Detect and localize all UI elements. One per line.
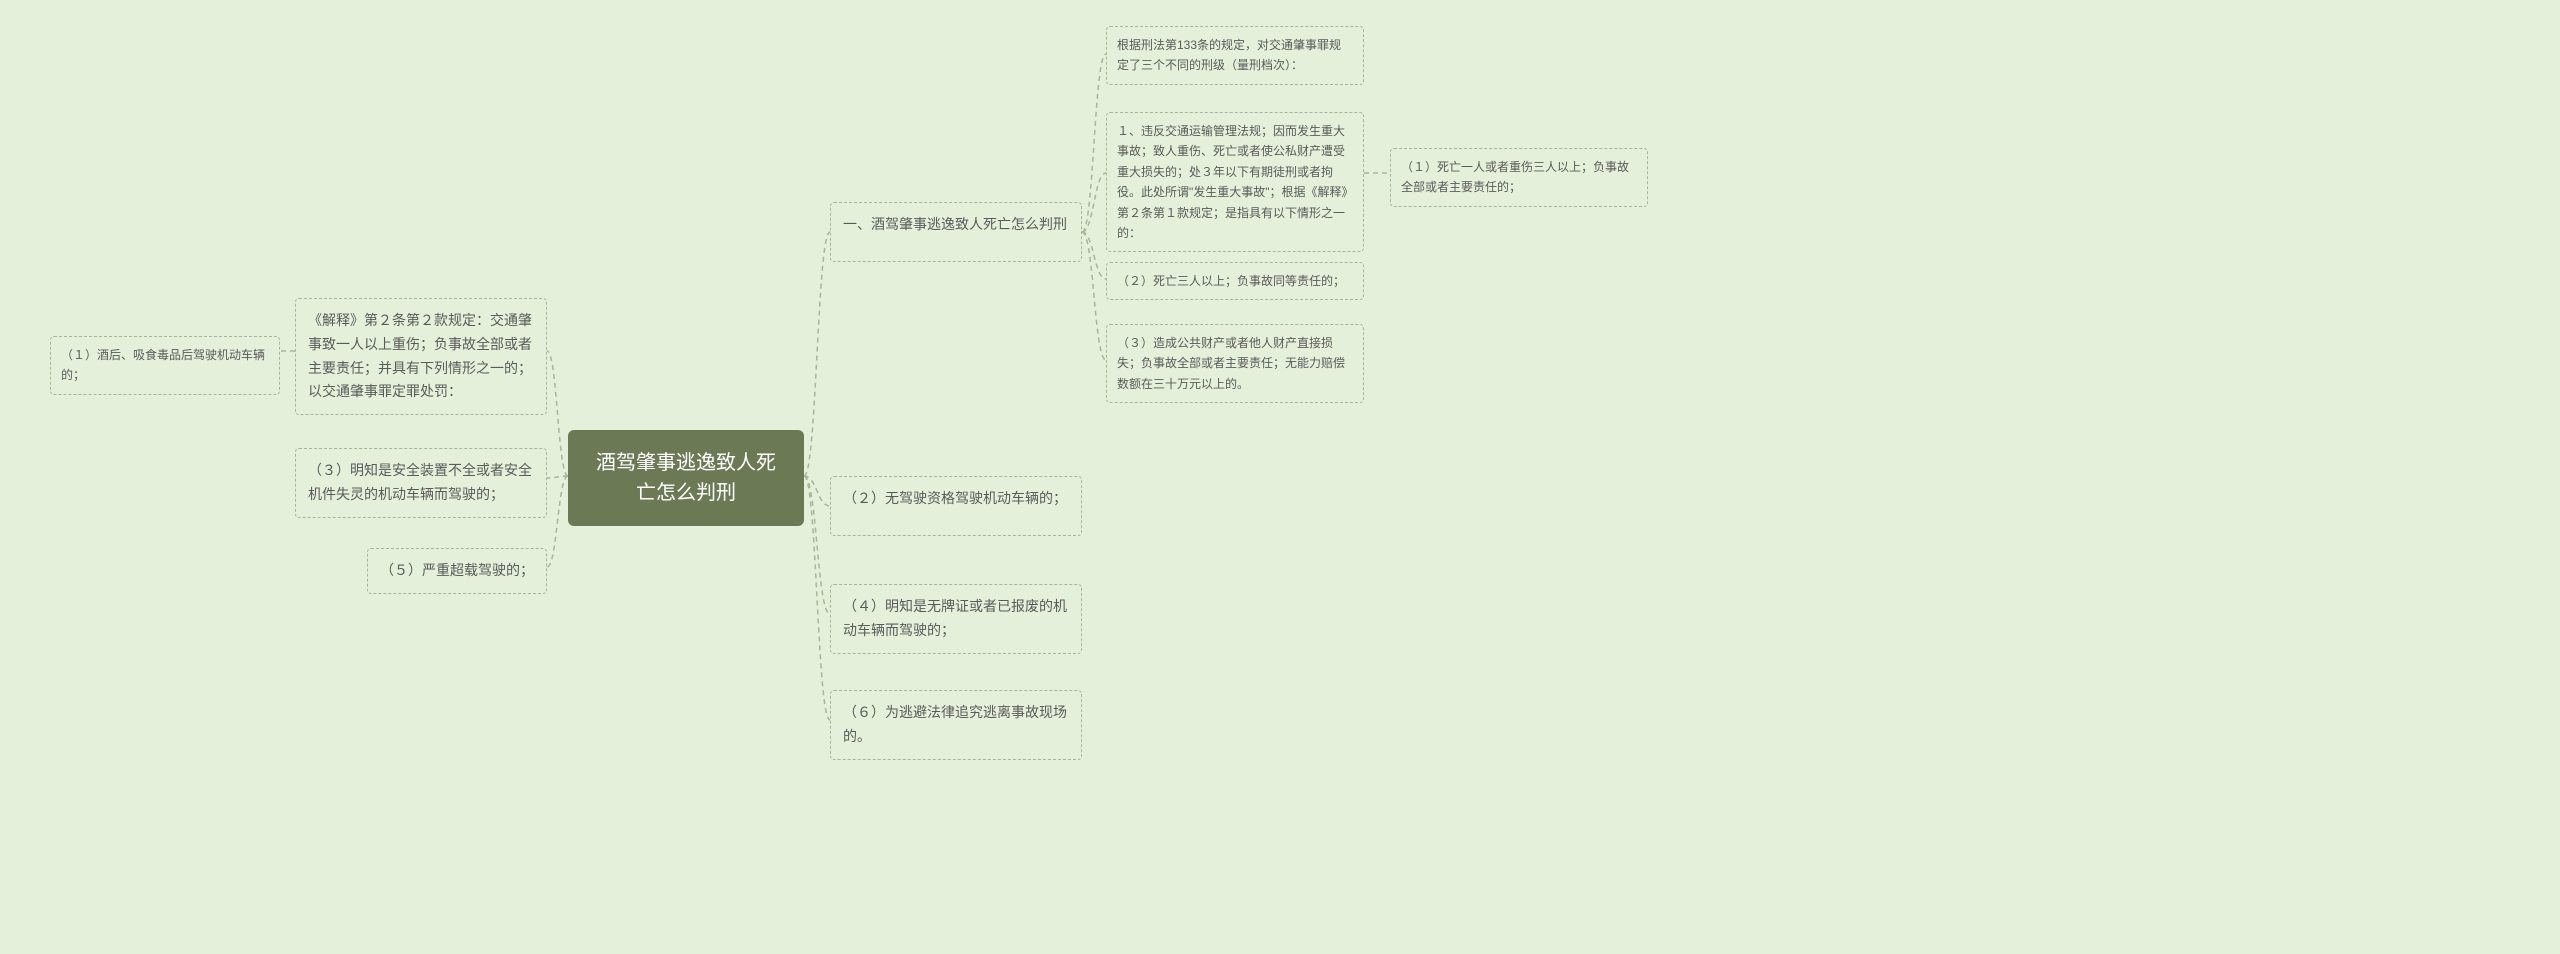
mindmap-node-root: 酒驾肇事逃逸致人死亡怎么判刑 xyxy=(568,430,804,526)
mindmap-node-r2: （２）无驾驶资格驾驶机动车辆的； xyxy=(830,476,1082,536)
connector-r1-r1b xyxy=(1082,173,1106,232)
mindmap-node-r4: （６）为逃避法律追究逃离事故现场的。 xyxy=(830,690,1082,760)
mindmap-node-l3: （５）严重超载驾驶的； xyxy=(367,548,547,594)
connector-root-r4 xyxy=(804,476,830,720)
connector-root-r1 xyxy=(804,232,830,476)
mindmap-node-r1: 一、酒驾肇事逃逸致人死亡怎么判刑 xyxy=(830,202,1082,262)
mindmap-node-r1a: 根据刑法第133条的规定，对交通肇事罪规定了三个不同的刑级（量刑档次）： xyxy=(1106,26,1364,85)
mindmap-node-l1a: （１）酒后、吸食毒品后驾驶机动车辆的； xyxy=(50,336,280,395)
mindmap-node-l2: （３）明知是安全装置不全或者安全机件失灵的机动车辆而驾驶的； xyxy=(295,448,547,518)
mindmap-node-r1b: １、违反交通运输管理法规；因而发生重大事故；致人重伤、死亡或者使公私财产遭受重大… xyxy=(1106,112,1364,252)
mindmap-node-r1c: （２）死亡三人以上；负事故同等责任的； xyxy=(1106,262,1364,300)
connector-r1-r1c xyxy=(1082,232,1106,279)
connector-root-l1 xyxy=(547,351,568,476)
connector-r1-r1d xyxy=(1082,232,1106,360)
mindmap-node-r1d: （３）造成公共财产或者他人财产直接损失；负事故全部或者主要责任；无能力赔偿数额在… xyxy=(1106,324,1364,403)
connector-r1-r1a xyxy=(1082,54,1106,232)
connector-root-r3 xyxy=(804,476,830,614)
connector-root-l2 xyxy=(547,476,568,478)
mindmap-node-l1: 《解释》第２条第２款规定：交通肇事致一人以上重伤；负事故全部或者主要责任；并具有… xyxy=(295,298,547,415)
connector-root-l3 xyxy=(547,476,568,567)
mindmap-node-r1b1: （１）死亡一人或者重伤三人以上；负事故全部或者主要责任的； xyxy=(1390,148,1648,207)
connector-root-r2 xyxy=(804,476,830,506)
mindmap-node-r3: （４）明知是无牌证或者已报废的机动车辆而驾驶的； xyxy=(830,584,1082,654)
